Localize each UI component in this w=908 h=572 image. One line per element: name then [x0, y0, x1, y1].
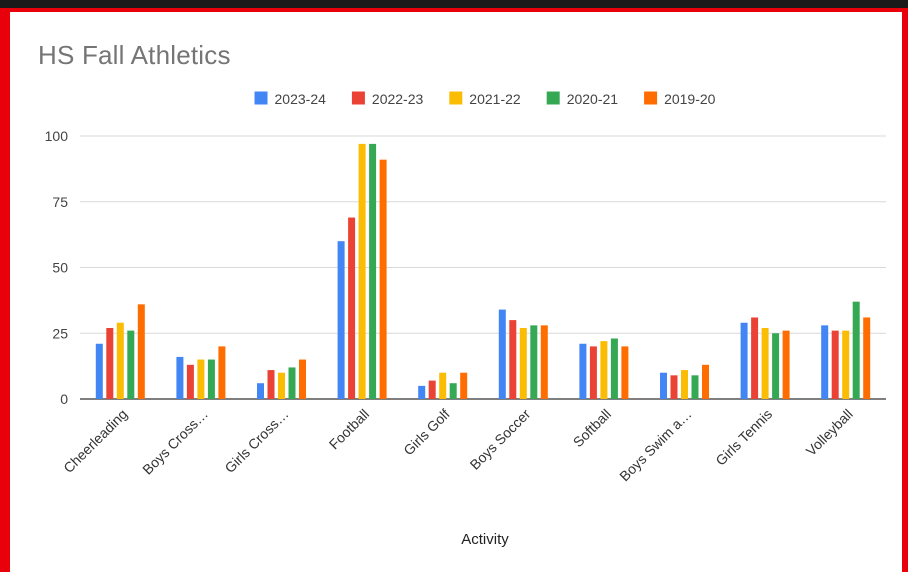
bar	[782, 330, 790, 399]
x-tick-label: Boys Swim a…	[616, 406, 694, 484]
bar	[337, 241, 345, 399]
bar	[831, 330, 839, 399]
legend-label: 2022-23	[372, 91, 424, 107]
bar	[197, 359, 205, 399]
chart-card: HS Fall Athletics 2023-24 2022-23 2021-22 2…	[10, 12, 902, 572]
bar	[821, 325, 829, 399]
x-tick-label: Cheerleading	[60, 406, 130, 476]
bar	[610, 338, 618, 399]
x-tick-label: Boys Soccer	[467, 406, 534, 473]
bar	[670, 375, 678, 399]
bar	[207, 359, 215, 399]
legend-label: 2023-24	[275, 91, 327, 107]
x-tick-label: Girls Tennis	[712, 406, 775, 469]
bar	[589, 346, 597, 399]
bar	[176, 356, 184, 399]
x-tick-label: Girls Golf	[400, 406, 453, 459]
y-tick-label: 100	[45, 128, 69, 144]
bar	[186, 364, 194, 399]
bar	[540, 325, 548, 399]
bar	[772, 333, 780, 399]
bar	[842, 330, 850, 399]
bar	[116, 322, 124, 399]
bar	[621, 346, 629, 399]
chart-title: HS Fall Athletics	[38, 40, 231, 70]
bar	[863, 317, 871, 399]
bar	[600, 341, 608, 399]
bar	[852, 301, 860, 399]
bar	[267, 370, 275, 399]
bar	[218, 346, 226, 399]
legend: 2023-24 2022-23 2021-22 2020-21 2019-20	[254, 91, 716, 107]
y-tick-label: 25	[52, 325, 68, 341]
legend-swatch	[254, 91, 268, 105]
bar	[369, 143, 377, 399]
y-tick-label: 75	[52, 194, 68, 210]
x-axis-label: Activity	[461, 531, 509, 548]
bar	[579, 343, 587, 399]
legend-label: 2020-21	[567, 91, 619, 107]
bar	[519, 327, 527, 399]
x-tick-label: Boys Cross…	[139, 406, 211, 478]
gridlines: 0 25 50 75 100	[45, 128, 886, 407]
chart-plot: 2023-24 2022-23 2021-22 2020-21 2019-20 0 25 5…	[45, 91, 886, 548]
bar	[288, 367, 296, 399]
legend-swatch	[449, 91, 463, 105]
x-tick-labels: Cheerleading Boys Cross… Girls Cross… Footb…	[60, 406, 856, 485]
bar	[358, 143, 366, 399]
bar	[106, 327, 114, 399]
bar	[95, 343, 103, 399]
bar	[530, 325, 538, 399]
bar	[278, 372, 285, 399]
legend-swatch	[351, 91, 365, 105]
bar	[460, 372, 468, 399]
bar	[257, 383, 264, 399]
y-tick-label: 50	[52, 260, 68, 276]
x-tick-label: Girls Cross…	[221, 406, 291, 476]
bar	[299, 359, 306, 399]
bar	[509, 320, 517, 399]
bar	[439, 372, 447, 399]
bar	[681, 370, 688, 399]
legend-swatch	[644, 91, 658, 105]
bar	[691, 375, 699, 399]
bar	[740, 322, 748, 399]
x-tick-label: Softball	[570, 406, 614, 450]
bar	[418, 385, 426, 399]
bar	[127, 330, 135, 399]
bar	[428, 380, 436, 399]
legend-label: 2021-22	[469, 91, 521, 107]
y-tick-label: 0	[60, 391, 68, 407]
x-tick-label: Volleyball	[803, 406, 856, 459]
bar	[137, 304, 145, 399]
bar	[498, 309, 506, 399]
bar	[348, 217, 356, 399]
bar	[449, 383, 457, 399]
x-tick-label: Football	[326, 406, 373, 453]
bars	[95, 143, 871, 399]
bar	[660, 372, 667, 399]
bar	[702, 364, 709, 399]
bar	[379, 159, 387, 399]
legend-swatch	[546, 91, 560, 105]
bar	[751, 317, 759, 399]
legend-label: 2019-20	[664, 91, 716, 107]
bar	[761, 327, 769, 399]
top-strip	[0, 0, 908, 8]
